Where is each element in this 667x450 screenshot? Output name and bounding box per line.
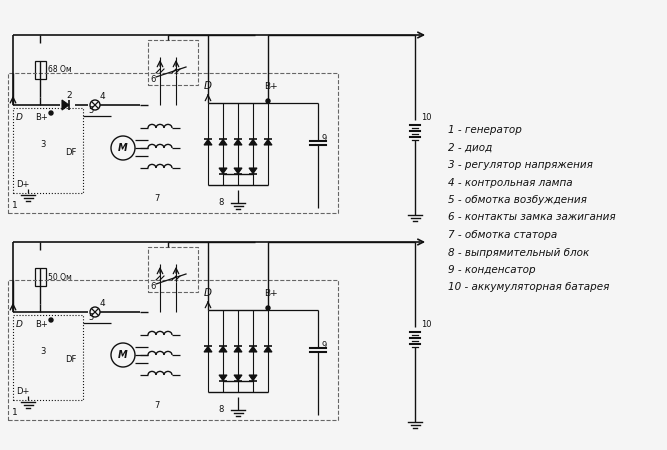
Bar	[8, 280, 338, 420]
Circle shape	[49, 111, 53, 115]
Polygon shape	[204, 140, 212, 145]
Text: 9: 9	[322, 341, 327, 350]
Circle shape	[266, 306, 270, 310]
Polygon shape	[204, 346, 212, 352]
Text: 5 - обмотка возбуждения: 5 - обмотка возбуждения	[448, 195, 587, 205]
Text: D+: D+	[16, 180, 29, 189]
Text: 1: 1	[12, 201, 18, 210]
Polygon shape	[219, 375, 227, 381]
Text: B+: B+	[35, 320, 48, 329]
Text: 6: 6	[150, 75, 155, 84]
Text: 5: 5	[88, 313, 93, 322]
Polygon shape	[234, 375, 242, 381]
Polygon shape	[249, 168, 257, 174]
Text: 7 - обмотка статора: 7 - обмотка статора	[448, 230, 557, 240]
Circle shape	[266, 99, 270, 103]
Polygon shape	[264, 346, 272, 352]
Text: 2 - диод: 2 - диод	[448, 143, 492, 153]
Text: 1: 1	[12, 408, 18, 417]
Text: D+: D+	[16, 387, 29, 396]
Text: 10 - аккумуляторная батарея: 10 - аккумуляторная батарея	[448, 283, 610, 293]
Text: 6 - контакты замка зажигания: 6 - контакты замка зажигания	[448, 212, 616, 222]
Text: M: M	[118, 143, 128, 153]
Text: 8: 8	[218, 405, 223, 414]
Text: 9: 9	[322, 134, 327, 143]
Text: DF: DF	[65, 148, 77, 157]
Polygon shape	[264, 140, 272, 145]
Text: 2: 2	[66, 91, 71, 100]
Text: D: D	[16, 320, 23, 329]
Text: 3: 3	[40, 140, 45, 149]
Text: 4: 4	[100, 299, 105, 308]
Text: B+: B+	[35, 113, 48, 122]
Text: DF: DF	[65, 355, 77, 364]
Bar	[35, 268, 45, 286]
Polygon shape	[249, 375, 257, 381]
Text: 8 - выпрямительный блок: 8 - выпрямительный блок	[448, 248, 589, 257]
Text: 7: 7	[154, 194, 159, 203]
Polygon shape	[249, 140, 257, 145]
Text: D: D	[16, 113, 23, 122]
Text: 3 - регулятор напряжения: 3 - регулятор напряжения	[448, 160, 593, 170]
Text: 8: 8	[218, 198, 223, 207]
Polygon shape	[62, 100, 69, 110]
Bar	[13, 108, 83, 193]
Text: 10: 10	[421, 113, 432, 122]
Text: 6: 6	[150, 282, 155, 291]
Bar	[148, 40, 198, 85]
Text: 4 - контрольная лампа: 4 - контрольная лампа	[448, 177, 573, 188]
Text: D: D	[204, 288, 212, 298]
Text: B+: B+	[264, 82, 277, 91]
Bar	[148, 247, 198, 292]
Text: 10: 10	[421, 320, 432, 329]
Polygon shape	[249, 346, 257, 352]
Text: M: M	[118, 350, 128, 360]
Circle shape	[49, 318, 53, 322]
Polygon shape	[234, 168, 242, 174]
Polygon shape	[234, 346, 242, 352]
Bar	[35, 61, 45, 79]
Polygon shape	[219, 346, 227, 352]
Text: 50 Ом: 50 Ом	[48, 273, 72, 282]
Polygon shape	[219, 140, 227, 145]
Text: 68 Ом: 68 Ом	[48, 66, 72, 75]
Bar	[8, 73, 338, 213]
Polygon shape	[219, 168, 227, 174]
Text: 4: 4	[100, 92, 105, 101]
Text: 5: 5	[88, 106, 93, 115]
Text: 3: 3	[40, 347, 45, 356]
Text: B+: B+	[264, 289, 277, 298]
Text: 1 - генератор: 1 - генератор	[448, 125, 522, 135]
Text: D: D	[204, 81, 212, 91]
Bar	[13, 315, 83, 400]
Polygon shape	[234, 140, 242, 145]
Text: 9 - конденсатор: 9 - конденсатор	[448, 265, 536, 275]
Text: 7: 7	[154, 401, 159, 410]
